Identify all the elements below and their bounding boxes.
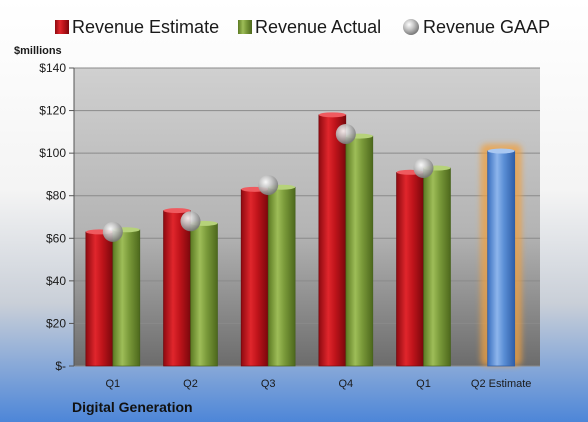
y-tick-label: $20 [46,316,66,330]
bar-estimate-forecast [487,150,516,367]
legend: Revenue Estimate Revenue Actual Revenue … [55,17,550,37]
bar-actual [112,229,141,367]
y-tick-label: $40 [46,274,66,288]
bar-actual [190,223,218,367]
bar-estimate [396,172,424,367]
bar-actual [345,135,374,367]
legend-swatch-gaap [403,19,419,35]
y-tick-label: $- [55,359,66,373]
bar-cap [163,208,191,214]
x-tick-label: Q1 [416,378,431,390]
gaap-marker [335,123,356,144]
y-tick-label: $60 [46,231,66,245]
x-tick-label: Q1 [105,378,120,390]
bar-cap [487,148,515,154]
x-tick-label: Q4 [338,378,353,390]
bar-estimate [318,114,347,367]
bar-estimate [85,231,114,367]
gaap-marker [413,158,434,179]
x-tick-label: Q3 [261,378,276,390]
legend-label-estimate: Revenue Estimate [72,17,219,37]
bars [85,112,522,367]
x-tick-label: Q2 Estimate [471,378,532,390]
gaap-marker [102,221,123,242]
y-tick-label: $120 [39,104,66,118]
y-tick-label: $100 [39,146,66,160]
x-axis-ticks: Q1 Q2 Q3 Q4 Q1 Q2 Estimate [105,378,531,390]
gaap-marker [180,211,201,232]
legend-swatch-estimate [55,20,69,34]
legend-swatch-actual [238,20,252,34]
bar-estimate [163,210,191,367]
gridlines [74,67,540,367]
bar-actual [423,167,451,367]
x-tick-label: Q2 [183,378,198,390]
bar-cap [318,112,346,118]
company-name: Digital Generation [72,399,193,415]
y-axis-ticks: $- $20 $40 $60 $80 $100 $120 $140 [39,61,75,373]
bar-estimate [240,189,269,367]
y-tick-label: $140 [39,61,66,75]
y-tick-label: $80 [46,189,66,203]
legend-label-actual: Revenue Actual [255,17,381,37]
y-axis-unit-label: $millions [14,45,62,57]
bar-actual [267,186,296,367]
gaap-marker [258,175,279,196]
legend-label-gaap: Revenue GAAP [423,17,550,37]
plot-area [74,68,540,366]
